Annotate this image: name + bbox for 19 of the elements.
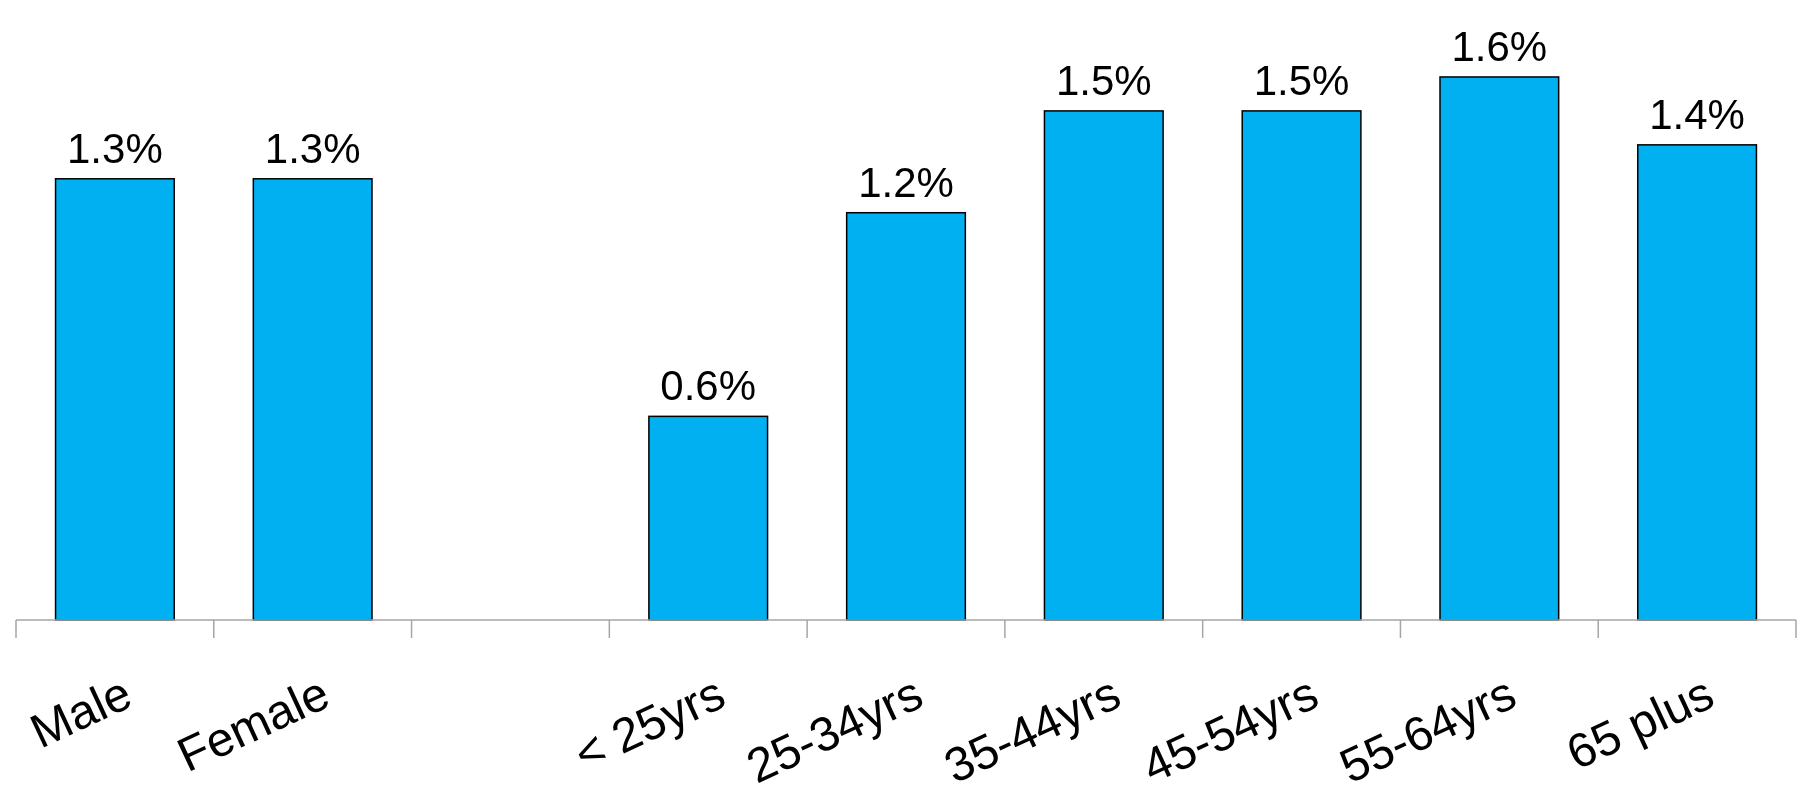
bar [1043, 110, 1164, 621]
bar [648, 415, 769, 621]
data-label: 1.4% [1649, 90, 1745, 138]
data-label: 1.3% [67, 124, 163, 172]
x-tick-label: Male [22, 666, 140, 759]
data-label: 1.5% [1253, 56, 1350, 104]
bar [1241, 110, 1362, 621]
data-label: 1.5% [1055, 56, 1152, 104]
x-tick-label: 65 plus [1558, 666, 1722, 780]
x-tick-label: < 25yrs [566, 666, 733, 782]
bar [1637, 144, 1758, 621]
data-label: 1.2% [858, 158, 954, 206]
bar [845, 211, 967, 621]
data-label: 1.3% [264, 124, 361, 172]
bar [54, 178, 175, 621]
bar [1439, 76, 1560, 621]
data-label: 0.6% [660, 362, 757, 410]
data-label: 1.6% [1451, 22, 1548, 70]
bar [252, 178, 373, 621]
